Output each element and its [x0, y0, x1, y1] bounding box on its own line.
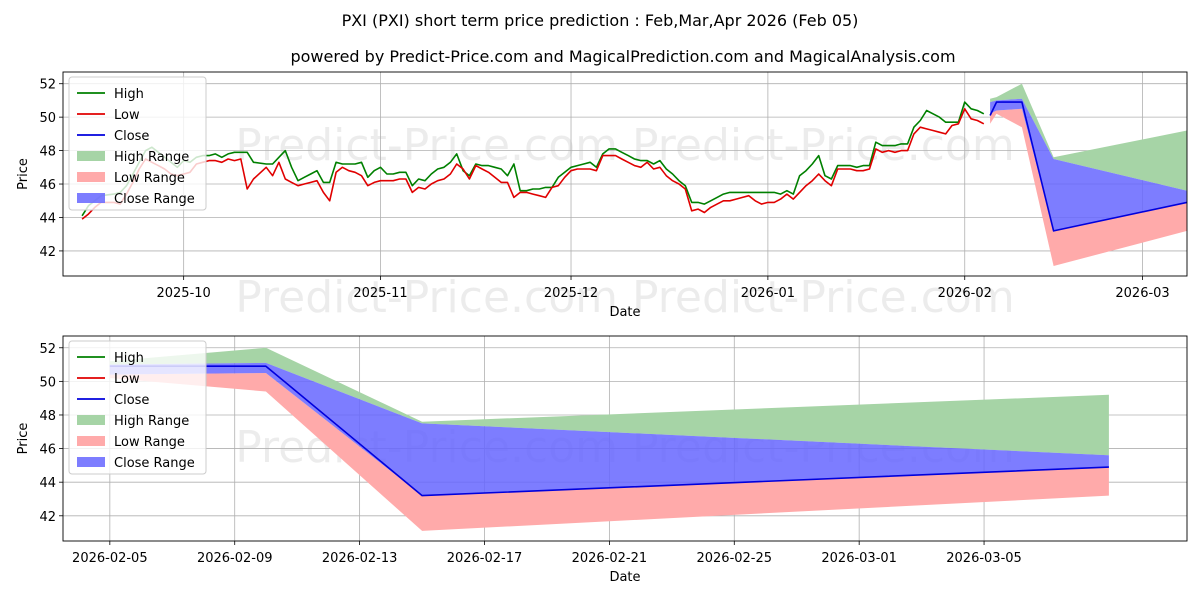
high-range-band	[109, 347, 1109, 456]
legend-patch-swatch	[77, 172, 105, 182]
legend-label: High	[114, 87, 144, 102]
close-range-band	[109, 362, 1109, 496]
x-axis-label: Date	[609, 570, 640, 585]
x-tick-label: 2026-02-09	[197, 551, 273, 566]
y-tick-label: 42	[39, 245, 56, 260]
low-series-line	[81, 108, 985, 220]
y-tick-label: 42	[39, 510, 56, 525]
y-tick-label: 52	[39, 78, 56, 93]
figure-subtitle: powered by Predict-Price.com and Magical…	[290, 47, 955, 66]
legend-label: Low Range	[114, 171, 185, 186]
high-series-line	[81, 101, 985, 217]
x-tick-label: 2025-12	[544, 286, 598, 301]
x-tick-label: 2026-02-25	[696, 551, 772, 566]
x-tick-label: 2026-02-13	[322, 551, 398, 566]
legend-label: Low	[114, 372, 140, 387]
x-axis-label: Date	[609, 305, 640, 320]
full-period-chart: Predict-Price.com Predict-Price.comPredi…	[16, 71, 1188, 323]
y-tick-label: 44	[39, 476, 56, 491]
legend-patch-swatch	[77, 436, 105, 446]
legend-label: High	[114, 351, 144, 366]
x-tick-label: 2026-02	[938, 286, 992, 301]
x-tick-label: 2026-02-17	[447, 551, 523, 566]
x-tick-label: 2026-03-01	[821, 551, 897, 566]
legend-patch-swatch	[77, 457, 105, 467]
legend-label: High Range	[114, 150, 189, 165]
x-tick-label: 2026-03-05	[946, 551, 1022, 566]
legend-patch-swatch	[77, 415, 105, 425]
axes-frame	[62, 71, 1188, 277]
close-series-line	[989, 101, 1187, 232]
legend-label: Close Range	[114, 456, 195, 471]
y-tick-label: 46	[39, 178, 56, 193]
low-range-band	[109, 373, 1109, 531]
x-tick-label: 2026-02-05	[72, 551, 148, 566]
low-range-band	[990, 108, 1187, 266]
y-tick-label: 48	[39, 145, 56, 160]
watermark-text: Predict-Price.com Predict-Price.com	[235, 272, 1014, 323]
y-tick-label: 50	[39, 111, 56, 126]
y-tick-label: 52	[39, 342, 56, 357]
y-tick-label: 44	[39, 211, 56, 226]
legend-label: Close	[114, 129, 149, 144]
y-axis-label: Price	[16, 158, 31, 190]
y-tick-label: 46	[39, 443, 56, 458]
legend-patch-swatch	[77, 151, 105, 161]
plot-area	[81, 83, 1187, 266]
close-range-band	[990, 98, 1187, 231]
legend-label: Low	[114, 108, 140, 123]
y-axis-label: Price	[16, 423, 31, 455]
x-tick-label: 2026-02-21	[572, 551, 648, 566]
figure-title: PXI (PXI) short term price prediction : …	[342, 11, 859, 30]
x-tick-label: 2025-10	[156, 286, 210, 301]
y-tick-label: 48	[39, 409, 56, 424]
legend-label: Close	[114, 393, 149, 408]
forecast-zoom-chart: Predict-Price.com Predict-Price.com2026-…	[16, 335, 1188, 585]
x-tick-label: 2025-11	[353, 286, 407, 301]
high-range-band	[990, 83, 1187, 191]
axes-frame	[62, 335, 1188, 542]
legend-patch-swatch	[77, 193, 105, 203]
y-tick-label: 50	[39, 375, 56, 390]
legend-label: Low Range	[114, 435, 185, 450]
x-tick-label: 2026-03	[1115, 286, 1169, 301]
legend-label: Close Range	[114, 192, 195, 207]
x-tick-label: 2026-01	[741, 286, 795, 301]
legend-label: High Range	[114, 414, 189, 429]
